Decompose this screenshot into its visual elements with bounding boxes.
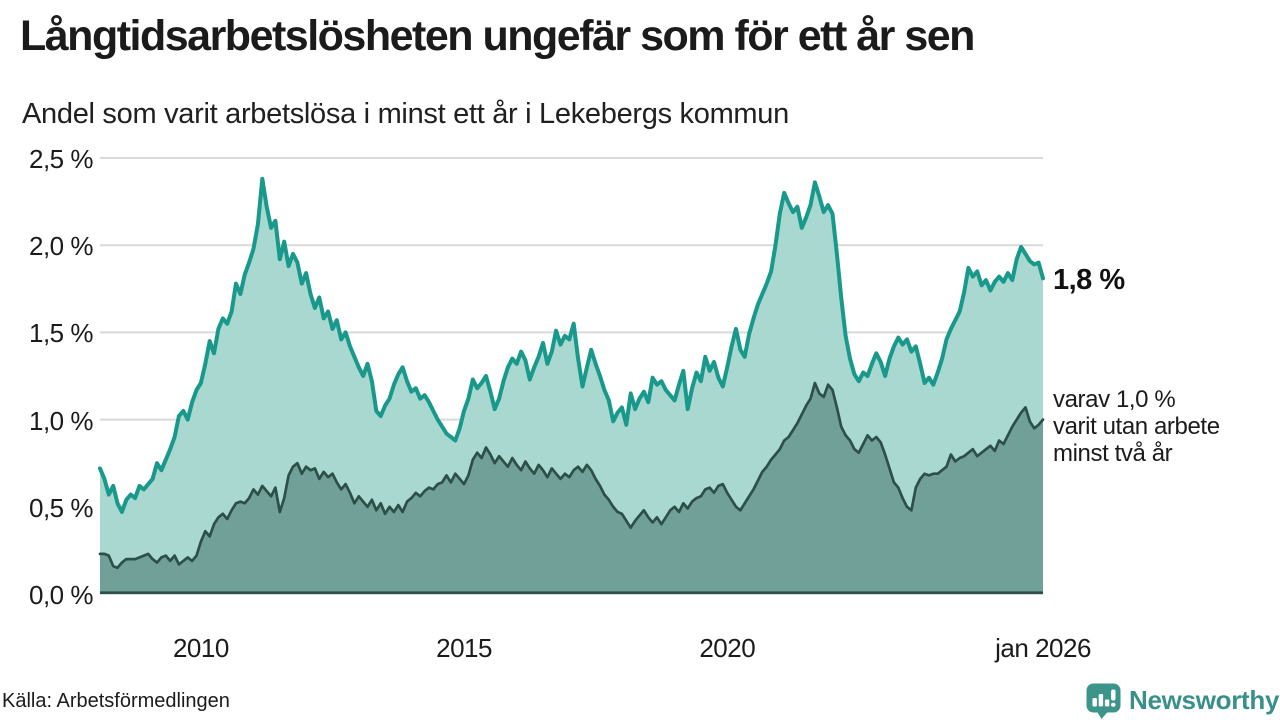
y-tick-label: 0,0 % xyxy=(29,580,94,610)
y-tick-label: 0,5 % xyxy=(29,492,94,523)
area-unemployed-two-years xyxy=(100,383,1043,594)
line-unemployed-two-years xyxy=(98,381,1045,570)
subseries-annotation-line2: varit utan arbete xyxy=(1053,413,1220,440)
subseries-annotation: varav 1,0 % varit utan arbete minst två … xyxy=(1053,386,1220,467)
y-tick-label: 1,5 % xyxy=(29,318,94,349)
newsworthy-wordmark: Newsworthy xyxy=(1129,685,1280,715)
y-tick-label: 2,0 % xyxy=(29,231,94,262)
subseries-annotation-line1: varav 1,0 % xyxy=(1053,386,1176,413)
x-tick-label: 2015 xyxy=(436,633,492,663)
subseries-annotation-line3: minst två år xyxy=(1053,440,1173,467)
unemployment-area-chart xyxy=(98,157,1045,595)
line-unemployed-one-year xyxy=(98,176,1045,514)
x-tick-label: jan 2026 xyxy=(995,633,1091,663)
chart-subtitle: Andel som varit arbetslösa i minst ett å… xyxy=(22,98,789,130)
y-tick-label: 1,0 % xyxy=(29,405,94,436)
y-tick-label: 2,5 % xyxy=(29,144,94,174)
latest-value-label: 1,8 % xyxy=(1053,264,1125,296)
source-credit: Källa: Arbetsförmedlingen xyxy=(2,690,230,712)
newsworthy-icon xyxy=(1086,683,1121,719)
chart-title: Långtidsarbetslösheten ungefär som för e… xyxy=(20,12,975,60)
x-tick-label: 2020 xyxy=(699,633,756,663)
x-tick-label: 2010 xyxy=(172,633,229,663)
newsworthy-logo: Newsworthy xyxy=(1086,683,1279,720)
